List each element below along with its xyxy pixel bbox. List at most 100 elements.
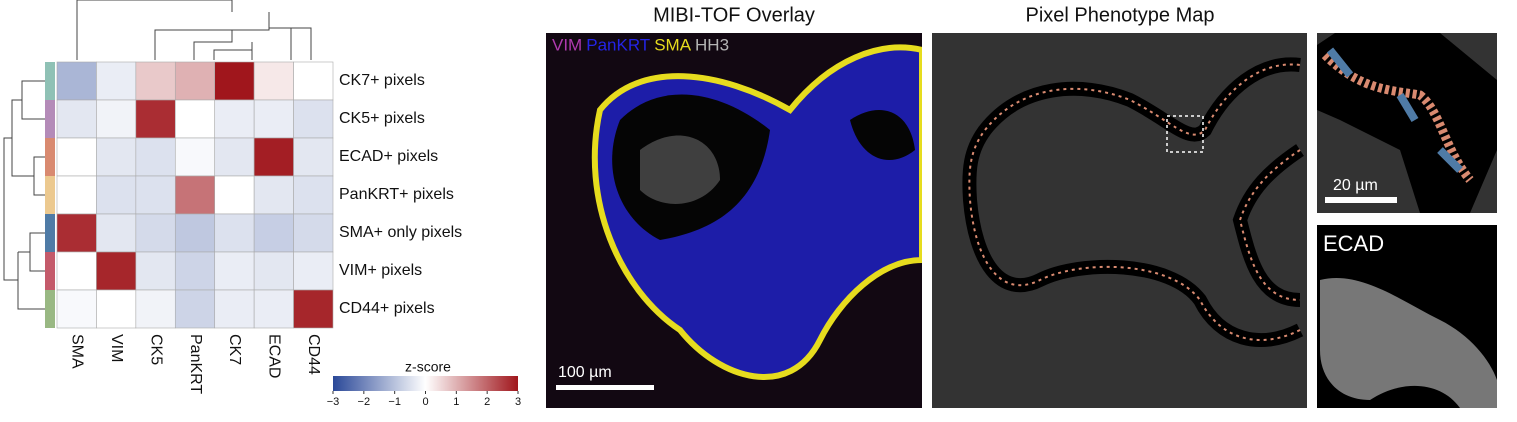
heatmap-cell bbox=[135, 137, 176, 177]
heatmap-cell bbox=[135, 289, 176, 329]
heatmap-cell bbox=[293, 61, 334, 101]
colorbar-tick-label: −3 bbox=[327, 396, 340, 408]
colorbar-tick-label: 2 bbox=[484, 396, 490, 408]
colorbar-label: z-score bbox=[405, 359, 451, 375]
channel-label: HH3 bbox=[695, 35, 729, 54]
heatmap-cell bbox=[96, 137, 137, 177]
row-color bbox=[45, 252, 55, 290]
heatmap-cell bbox=[174, 137, 216, 177]
heatmap-cell bbox=[253, 251, 294, 291]
column-label: ECAD bbox=[266, 334, 283, 378]
heatmap-cell bbox=[56, 99, 97, 139]
ecad-label: ECAD bbox=[1323, 231, 1384, 256]
ecad-signal bbox=[1320, 278, 1497, 408]
heatmap-cell bbox=[174, 251, 216, 291]
channel-legend: VIM PanKRT SMA HH3 bbox=[552, 35, 729, 54]
scale-bar bbox=[556, 385, 654, 390]
heatmap-cell bbox=[174, 175, 216, 215]
heatmap-cell bbox=[253, 137, 294, 177]
column-label: VIM bbox=[108, 334, 125, 362]
overlay-title: MIBI-TOF Overlay bbox=[653, 4, 815, 26]
row-label: CK5+ pixels bbox=[339, 110, 425, 127]
heatmap-cell bbox=[253, 99, 294, 139]
heatmap-cell bbox=[214, 61, 255, 101]
column-label: PanKRT bbox=[187, 334, 204, 394]
heatmap-cell bbox=[135, 251, 176, 291]
row-label: CK7+ pixels bbox=[339, 72, 425, 89]
colorbar-tick-label: 1 bbox=[453, 396, 459, 408]
inset-scale-label: 20 µm bbox=[1333, 177, 1378, 194]
heatmap-cell bbox=[293, 137, 334, 177]
channel-label: SMA bbox=[654, 35, 692, 54]
heatmap-cell bbox=[174, 213, 216, 253]
heatmap-cell bbox=[214, 213, 255, 253]
row-label: PanKRT+ pixels bbox=[339, 186, 454, 203]
row-color bbox=[45, 290, 55, 328]
heatmap-cell bbox=[135, 61, 176, 101]
heatmap-cell bbox=[214, 99, 255, 139]
heatmap-cell bbox=[96, 99, 137, 139]
heatmap-cell bbox=[174, 61, 216, 101]
overlay-image bbox=[546, 33, 922, 408]
colorbar-tick-label: −1 bbox=[388, 396, 401, 408]
column-label: CK7 bbox=[226, 334, 243, 365]
heatmap-cell bbox=[135, 175, 176, 215]
scale-bar-label: 100 µm bbox=[558, 364, 612, 381]
heatmap-cell bbox=[293, 99, 334, 139]
heatmap-cell bbox=[253, 175, 294, 215]
heatmap-cell bbox=[174, 289, 216, 329]
heatmap-cell bbox=[214, 251, 255, 291]
heatmap-cell bbox=[253, 289, 294, 329]
heatmap-cell bbox=[135, 213, 176, 253]
row-label: CD44+ pixels bbox=[339, 300, 435, 317]
heatmap-cell bbox=[56, 175, 97, 215]
heatmap-cell bbox=[56, 289, 97, 329]
column-label: CD44 bbox=[305, 334, 322, 375]
heatmap-cell bbox=[293, 175, 334, 215]
column-label: CK5 bbox=[147, 334, 164, 365]
heatmap-cell bbox=[56, 213, 97, 253]
row-color bbox=[45, 100, 55, 138]
row-color bbox=[45, 62, 55, 100]
heatmap-cell bbox=[96, 289, 137, 329]
heatmap-cell bbox=[253, 213, 294, 253]
inset-box bbox=[1166, 115, 1204, 153]
heatmap-cell bbox=[293, 251, 334, 291]
heatmap-cell bbox=[174, 99, 216, 139]
row-label: VIM+ pixels bbox=[339, 262, 422, 279]
row-color bbox=[45, 138, 55, 176]
row-color bbox=[45, 176, 55, 214]
heatmap-cell bbox=[56, 251, 97, 291]
heatmap-cell bbox=[293, 213, 334, 253]
heatmap-cell bbox=[96, 175, 137, 215]
heatmap-cell bbox=[96, 213, 137, 253]
heatmap-cell bbox=[135, 99, 176, 139]
tissue-pixels bbox=[968, 63, 1301, 341]
channel-label: VIM bbox=[552, 35, 582, 54]
row-dendrogram bbox=[3, 80, 45, 310]
heatmap-cell bbox=[293, 289, 334, 329]
colorbar-tick-label: 3 bbox=[515, 396, 521, 408]
heatmap-cell bbox=[214, 175, 255, 215]
heatmap-cell bbox=[56, 61, 97, 101]
heatmap-cell bbox=[96, 61, 137, 101]
colorbar-tick-label: 0 bbox=[422, 396, 428, 408]
inset-pixels bbox=[1321, 51, 1474, 183]
heatmap: CK7+ pixels CK5+ pixels ECAD+ pixels PanKRT… bbox=[45, 61, 462, 394]
phenotype-title: Pixel Phenotype Map bbox=[1025, 4, 1214, 26]
column-dendrogram bbox=[76, 0, 312, 60]
row-label: ECAD+ pixels bbox=[339, 148, 438, 165]
colorbar-tick-label: −2 bbox=[358, 396, 371, 408]
row-label: SMA+ only pixels bbox=[339, 224, 462, 241]
column-label: SMA bbox=[68, 334, 85, 369]
heatmap-cell bbox=[96, 251, 137, 291]
inset-scale-bar bbox=[1325, 197, 1397, 203]
heatmap-cell bbox=[214, 289, 255, 329]
row-color bbox=[45, 214, 55, 252]
heatmap-cell bbox=[253, 61, 294, 101]
heatmap-cell bbox=[214, 137, 255, 177]
inset-pixels bbox=[1326, 47, 1463, 173]
heatmap-cell bbox=[56, 137, 97, 177]
